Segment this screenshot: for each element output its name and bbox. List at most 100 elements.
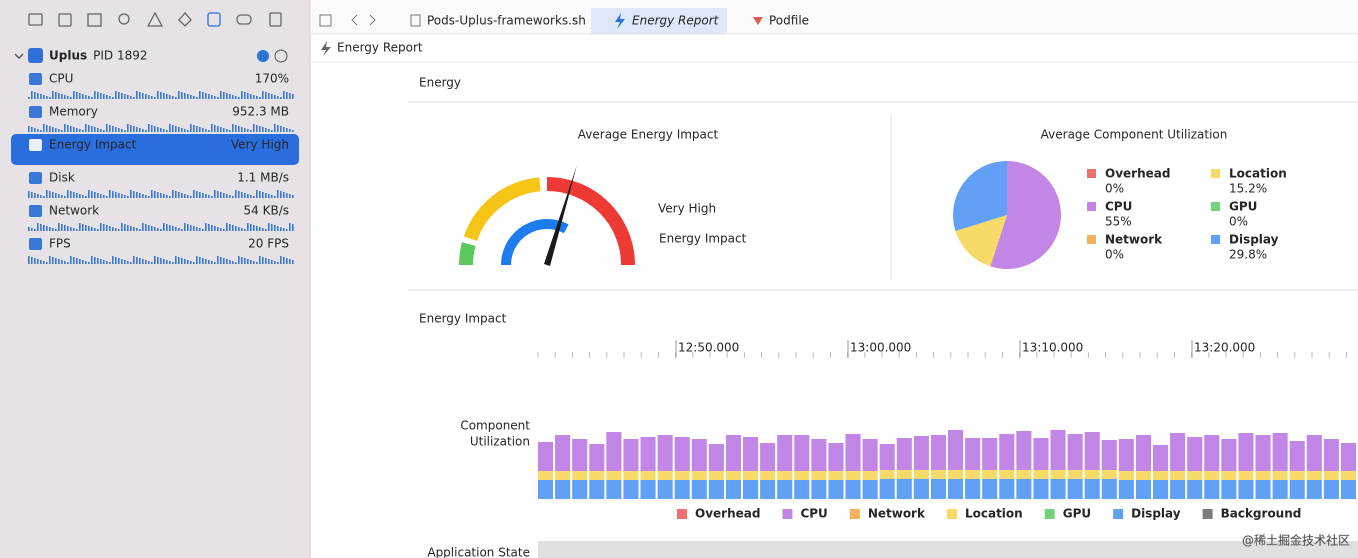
sparkline-bar bbox=[70, 126, 72, 132]
legend-value: 0% bbox=[1229, 215, 1248, 229]
utilization-bar bbox=[555, 480, 571, 499]
sparkline-bar bbox=[229, 224, 231, 231]
sparkline-bar bbox=[61, 130, 63, 132]
sparkline-bar bbox=[124, 195, 126, 198]
sparkline-bar bbox=[91, 126, 93, 132]
sparkline-bar bbox=[127, 124, 129, 132]
legend-name: CPU bbox=[800, 507, 827, 521]
sparkline-bar bbox=[181, 193, 183, 198]
tab[interactable]: Podfile bbox=[769, 14, 809, 28]
sparkline-bar bbox=[61, 94, 63, 99]
sparkline-bar bbox=[94, 192, 96, 198]
sparkline-bar bbox=[268, 194, 270, 198]
gauge-value: 1.1 MB/s bbox=[237, 171, 289, 185]
sparkline-bar bbox=[283, 257, 285, 264]
sparkline-bar bbox=[268, 93, 270, 99]
breadcrumb[interactable]: Energy Report bbox=[337, 41, 423, 55]
utilization-bar bbox=[1221, 480, 1237, 499]
sparkline-bar bbox=[199, 257, 201, 264]
sparkline-bar bbox=[187, 195, 189, 198]
sparkline-bar bbox=[160, 92, 162, 99]
utilization-bar bbox=[708, 471, 724, 480]
sparkline-bar bbox=[202, 229, 204, 231]
tab[interactable]: Energy Report bbox=[632, 14, 720, 28]
back-button[interactable] bbox=[351, 14, 358, 26]
utilization-bar bbox=[657, 480, 673, 499]
watermark: @稀土掘金技术社区 bbox=[1242, 533, 1350, 548]
find-icon[interactable] bbox=[118, 13, 130, 25]
sparkline-bar bbox=[67, 262, 69, 264]
sparkline-bar bbox=[157, 257, 159, 264]
sparkline-bar bbox=[28, 256, 30, 264]
sparkline-bar bbox=[214, 226, 216, 231]
tab[interactable]: Pods-Uplus-frameworks.sh bbox=[427, 14, 586, 28]
sparkline-bar bbox=[37, 194, 39, 198]
gauge-needle bbox=[544, 165, 577, 266]
breakpoint-icon[interactable] bbox=[236, 14, 252, 25]
sparkline-bar bbox=[79, 129, 81, 132]
utilization-bar bbox=[725, 471, 741, 480]
utilization-bar bbox=[999, 434, 1015, 470]
sparkline-bar bbox=[235, 125, 237, 132]
sparkline-bar bbox=[154, 97, 156, 99]
issue-icon[interactable] bbox=[146, 11, 164, 27]
sparkline-bar bbox=[229, 195, 231, 198]
utilization-bar bbox=[1340, 471, 1356, 480]
sparkline-bar bbox=[220, 127, 222, 132]
tab-bar bbox=[311, 0, 1358, 34]
report-icon[interactable] bbox=[269, 12, 282, 27]
sparkline-bar bbox=[118, 128, 120, 132]
utilization-bar bbox=[1153, 480, 1169, 499]
legend-name: Overhead bbox=[1105, 167, 1170, 181]
info-button[interactable] bbox=[257, 50, 269, 62]
utilization-bar bbox=[1067, 479, 1083, 499]
sparkline-bar bbox=[58, 129, 60, 132]
utilization-bar bbox=[1153, 445, 1169, 471]
gauge-label: Network bbox=[49, 204, 99, 218]
sparkline-bar bbox=[169, 124, 171, 132]
sparkline-bar bbox=[148, 124, 150, 132]
symbol-icon[interactable] bbox=[87, 13, 102, 27]
sparkline-bar bbox=[265, 128, 267, 132]
sparkline-bar bbox=[43, 95, 45, 99]
sparkline-bar bbox=[232, 196, 234, 198]
sparkline-bar bbox=[277, 262, 279, 264]
legend-name: Network bbox=[868, 507, 926, 521]
sparkline-bar bbox=[76, 128, 78, 132]
sparkline-bar bbox=[217, 256, 219, 264]
source-control-icon[interactable] bbox=[58, 13, 72, 27]
sparkline-bar bbox=[46, 226, 48, 231]
utilization-bar bbox=[760, 471, 776, 480]
grid-button[interactable] bbox=[319, 14, 332, 27]
sparkline-bar bbox=[112, 126, 114, 132]
sparkline-bar bbox=[172, 226, 174, 231]
utilization-bar bbox=[1170, 480, 1186, 499]
sparkline-bar bbox=[139, 92, 141, 99]
sparkline-bar bbox=[166, 195, 168, 198]
sparkline-bar bbox=[268, 223, 270, 231]
forward-button[interactable] bbox=[369, 14, 376, 26]
folder-icon[interactable] bbox=[28, 13, 43, 26]
utilization-bar bbox=[965, 470, 981, 479]
test-icon[interactable] bbox=[178, 12, 192, 27]
sparkline-bar bbox=[217, 227, 219, 231]
sparkline-bar bbox=[76, 92, 78, 99]
sparkline-bar bbox=[142, 93, 144, 99]
debug-icon[interactable] bbox=[207, 12, 221, 27]
sparkline-bar bbox=[292, 224, 294, 231]
utilization-bar bbox=[1016, 470, 1032, 479]
utilization-bar bbox=[606, 471, 622, 480]
sparkline-bar bbox=[52, 127, 54, 132]
utilization-bar bbox=[1238, 480, 1254, 499]
legend-name: Display bbox=[1131, 507, 1181, 521]
sparkline-bar bbox=[232, 261, 234, 264]
sparkline-bar bbox=[142, 129, 144, 132]
sparkline-bar bbox=[175, 126, 177, 132]
sparkline-bar bbox=[88, 96, 90, 99]
sparkline-bar bbox=[247, 194, 249, 198]
time-label: 13:10.000 bbox=[1022, 341, 1083, 355]
sparkline-bar bbox=[187, 94, 189, 99]
pause-button[interactable] bbox=[274, 49, 288, 63]
sparkline-bar bbox=[31, 257, 33, 264]
disclosure[interactable] bbox=[14, 53, 24, 59]
